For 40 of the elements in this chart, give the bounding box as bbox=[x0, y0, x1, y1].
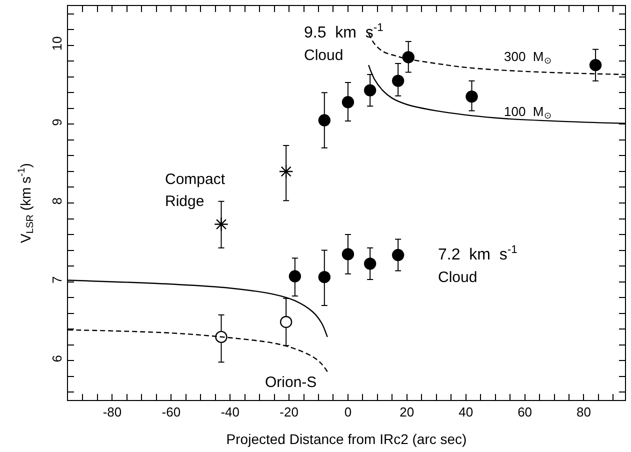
x-axis-title: Projected Distance from IRc2 (arc sec) bbox=[226, 431, 467, 447]
annotation: Ridge bbox=[165, 193, 204, 210]
y-tick-label: 8 bbox=[50, 197, 65, 205]
x-tick-label: 40 bbox=[458, 404, 474, 420]
annotation: Orion-S bbox=[265, 374, 317, 391]
point bbox=[214, 217, 228, 232]
point bbox=[364, 258, 376, 270]
y-tick-label: 10 bbox=[50, 36, 65, 51]
annotation: Compact bbox=[165, 171, 226, 188]
x-tick-label: 20 bbox=[400, 404, 414, 420]
y-tick-label: 6 bbox=[50, 355, 65, 362]
x-tick-label: 60 bbox=[518, 404, 532, 420]
y-tick-label: 9 bbox=[50, 118, 65, 126]
point bbox=[392, 74, 404, 87]
point bbox=[342, 96, 354, 108]
point bbox=[466, 90, 478, 103]
point bbox=[342, 248, 354, 260]
x-tick-label: -80 bbox=[102, 404, 122, 420]
point bbox=[278, 164, 294, 179]
point bbox=[280, 316, 292, 328]
x-tick-label: -40 bbox=[220, 404, 240, 420]
x-tick-label: 80 bbox=[576, 404, 591, 420]
point bbox=[392, 248, 404, 262]
annotation: Cloud bbox=[304, 47, 344, 64]
x-tick-label: -20 bbox=[280, 404, 298, 420]
point bbox=[318, 114, 330, 126]
annotation: Cloud bbox=[438, 269, 478, 286]
point bbox=[318, 270, 330, 284]
y-tick-label: 7 bbox=[50, 276, 65, 284]
point bbox=[402, 51, 414, 64]
point bbox=[589, 59, 602, 72]
annotation: 100 M$_{⊙}$ bbox=[504, 104, 552, 121]
point bbox=[288, 270, 302, 282]
x-tick-label: 0 bbox=[344, 404, 352, 420]
x-tick-label: -60 bbox=[162, 404, 181, 420]
annotation: 7.2 km s$^{-1}$ bbox=[438, 244, 518, 264]
point bbox=[215, 330, 228, 344]
point bbox=[364, 84, 376, 96]
annotation: 300 M$_{⊙}$ bbox=[504, 49, 552, 66]
annotation: 9.5 km s$^{-1}$ bbox=[304, 22, 384, 42]
